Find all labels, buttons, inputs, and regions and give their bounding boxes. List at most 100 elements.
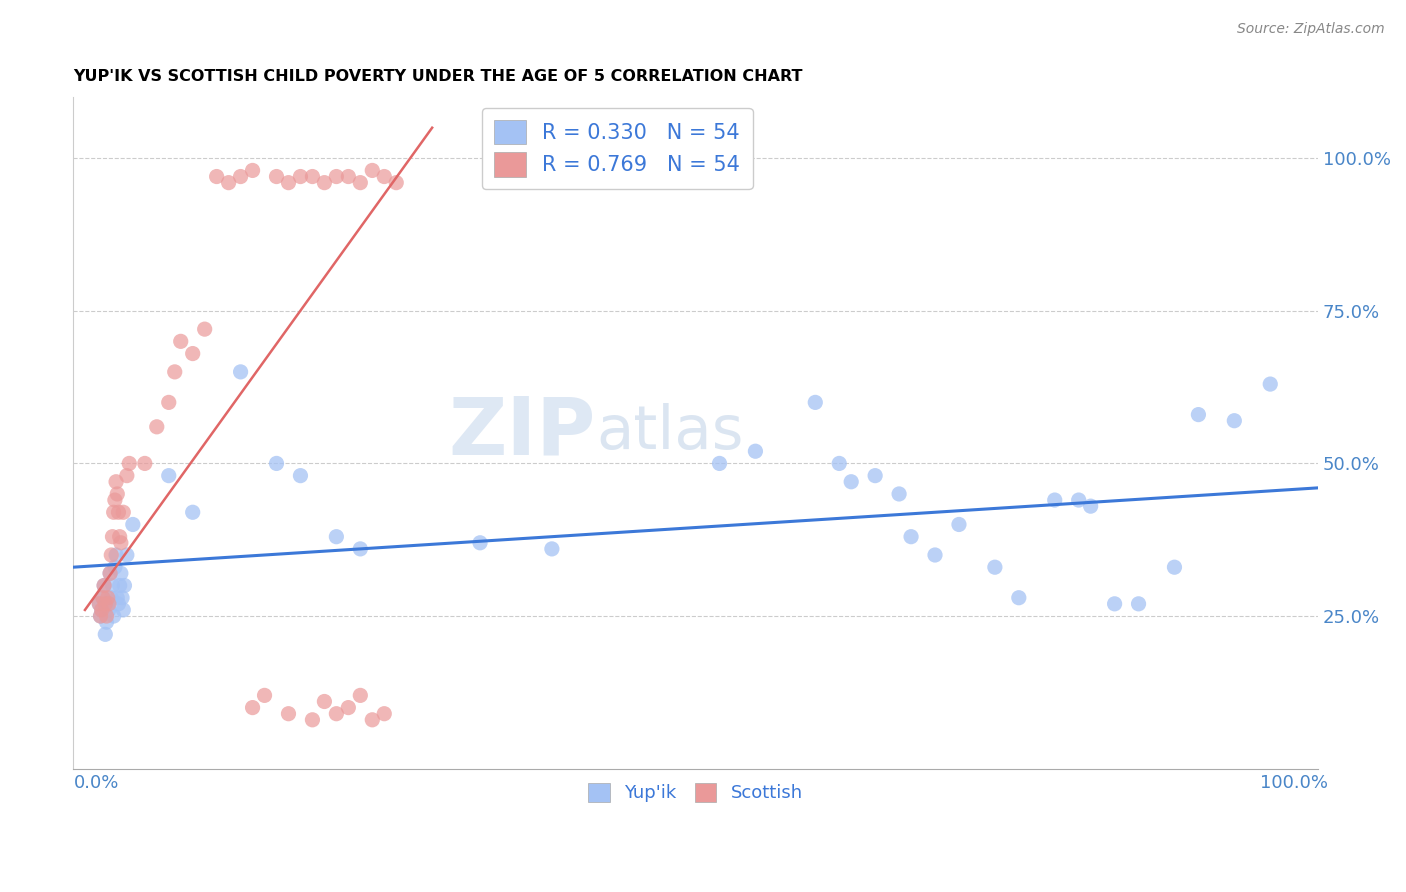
Point [1223,414,1246,428]
Point [108,530,131,544]
Point [98,566,121,581]
Point [157,395,180,409]
Point [277,706,299,721]
Point [97,591,120,605]
Point [97,603,120,617]
Point [89,597,111,611]
Point [97,597,120,611]
Point [1008,591,1031,605]
Point [325,706,347,721]
Point [105,548,128,562]
Point [114,578,136,592]
Point [1258,377,1281,392]
Point [134,457,156,471]
Point [121,517,143,532]
Point [229,365,252,379]
Point [105,475,128,489]
Point [194,322,217,336]
Point [103,505,125,519]
Point [111,591,134,605]
Point [96,615,118,629]
Point [541,541,564,556]
Point [108,578,131,592]
Point [91,591,114,605]
Point [1080,499,1102,513]
Point [101,530,124,544]
Point [828,457,851,471]
Point [118,457,141,471]
Point [181,505,204,519]
Point [301,713,323,727]
Point [89,609,111,624]
Point [349,176,371,190]
Point [163,365,186,379]
Point [984,560,1007,574]
Point [105,487,128,501]
Point [112,603,135,617]
Point [314,694,336,708]
Point [229,169,252,184]
Point [290,169,312,184]
Text: YUP'IK VS SCOTTISH CHILD POVERTY UNDER THE AGE OF 5 CORRELATION CHART: YUP'IK VS SCOTTISH CHILD POVERTY UNDER T… [73,69,803,84]
Point [337,700,360,714]
Point [96,609,118,624]
Point [170,334,193,349]
Point [1128,597,1150,611]
Point [93,578,115,592]
Point [1043,493,1066,508]
Point [277,176,299,190]
Point [924,548,946,562]
Point [468,536,491,550]
Point [146,419,169,434]
Point [863,468,886,483]
Point [314,176,336,190]
Point [110,566,132,581]
Point [373,169,395,184]
Point [105,591,128,605]
Point [290,468,312,483]
Point [94,627,117,641]
Point [804,395,827,409]
Point [115,548,138,562]
Legend: Yup'ik, Scottish: Yup'ik, Scottish [578,772,814,814]
Point [90,603,112,617]
Point [948,517,970,532]
Point [89,597,111,611]
Point [373,706,395,721]
Point [385,176,408,190]
Point [349,689,371,703]
Text: Source: ZipAtlas.com: Source: ZipAtlas.com [1237,22,1385,37]
Point [361,163,384,178]
Point [744,444,766,458]
Point [337,169,360,184]
Point [103,609,125,624]
Text: atlas: atlas [596,403,744,462]
Point [266,457,288,471]
Point [301,169,323,184]
Point [91,591,114,605]
Point [349,541,371,556]
Point [887,487,910,501]
Point [94,597,117,611]
Point [242,700,264,714]
Point [115,468,138,483]
Point [325,169,347,184]
Point [181,346,204,360]
Point [110,536,132,550]
Point [104,560,127,574]
Point [100,548,122,562]
Point [101,578,124,592]
Point [253,689,276,703]
Point [218,176,240,190]
Point [900,530,922,544]
Point [242,163,264,178]
Point [325,530,347,544]
Point [98,566,121,581]
Point [112,505,135,519]
Point [104,493,127,508]
Point [100,591,122,605]
Point [361,713,384,727]
Point [1104,597,1126,611]
Point [1067,493,1090,508]
Point [1163,560,1185,574]
